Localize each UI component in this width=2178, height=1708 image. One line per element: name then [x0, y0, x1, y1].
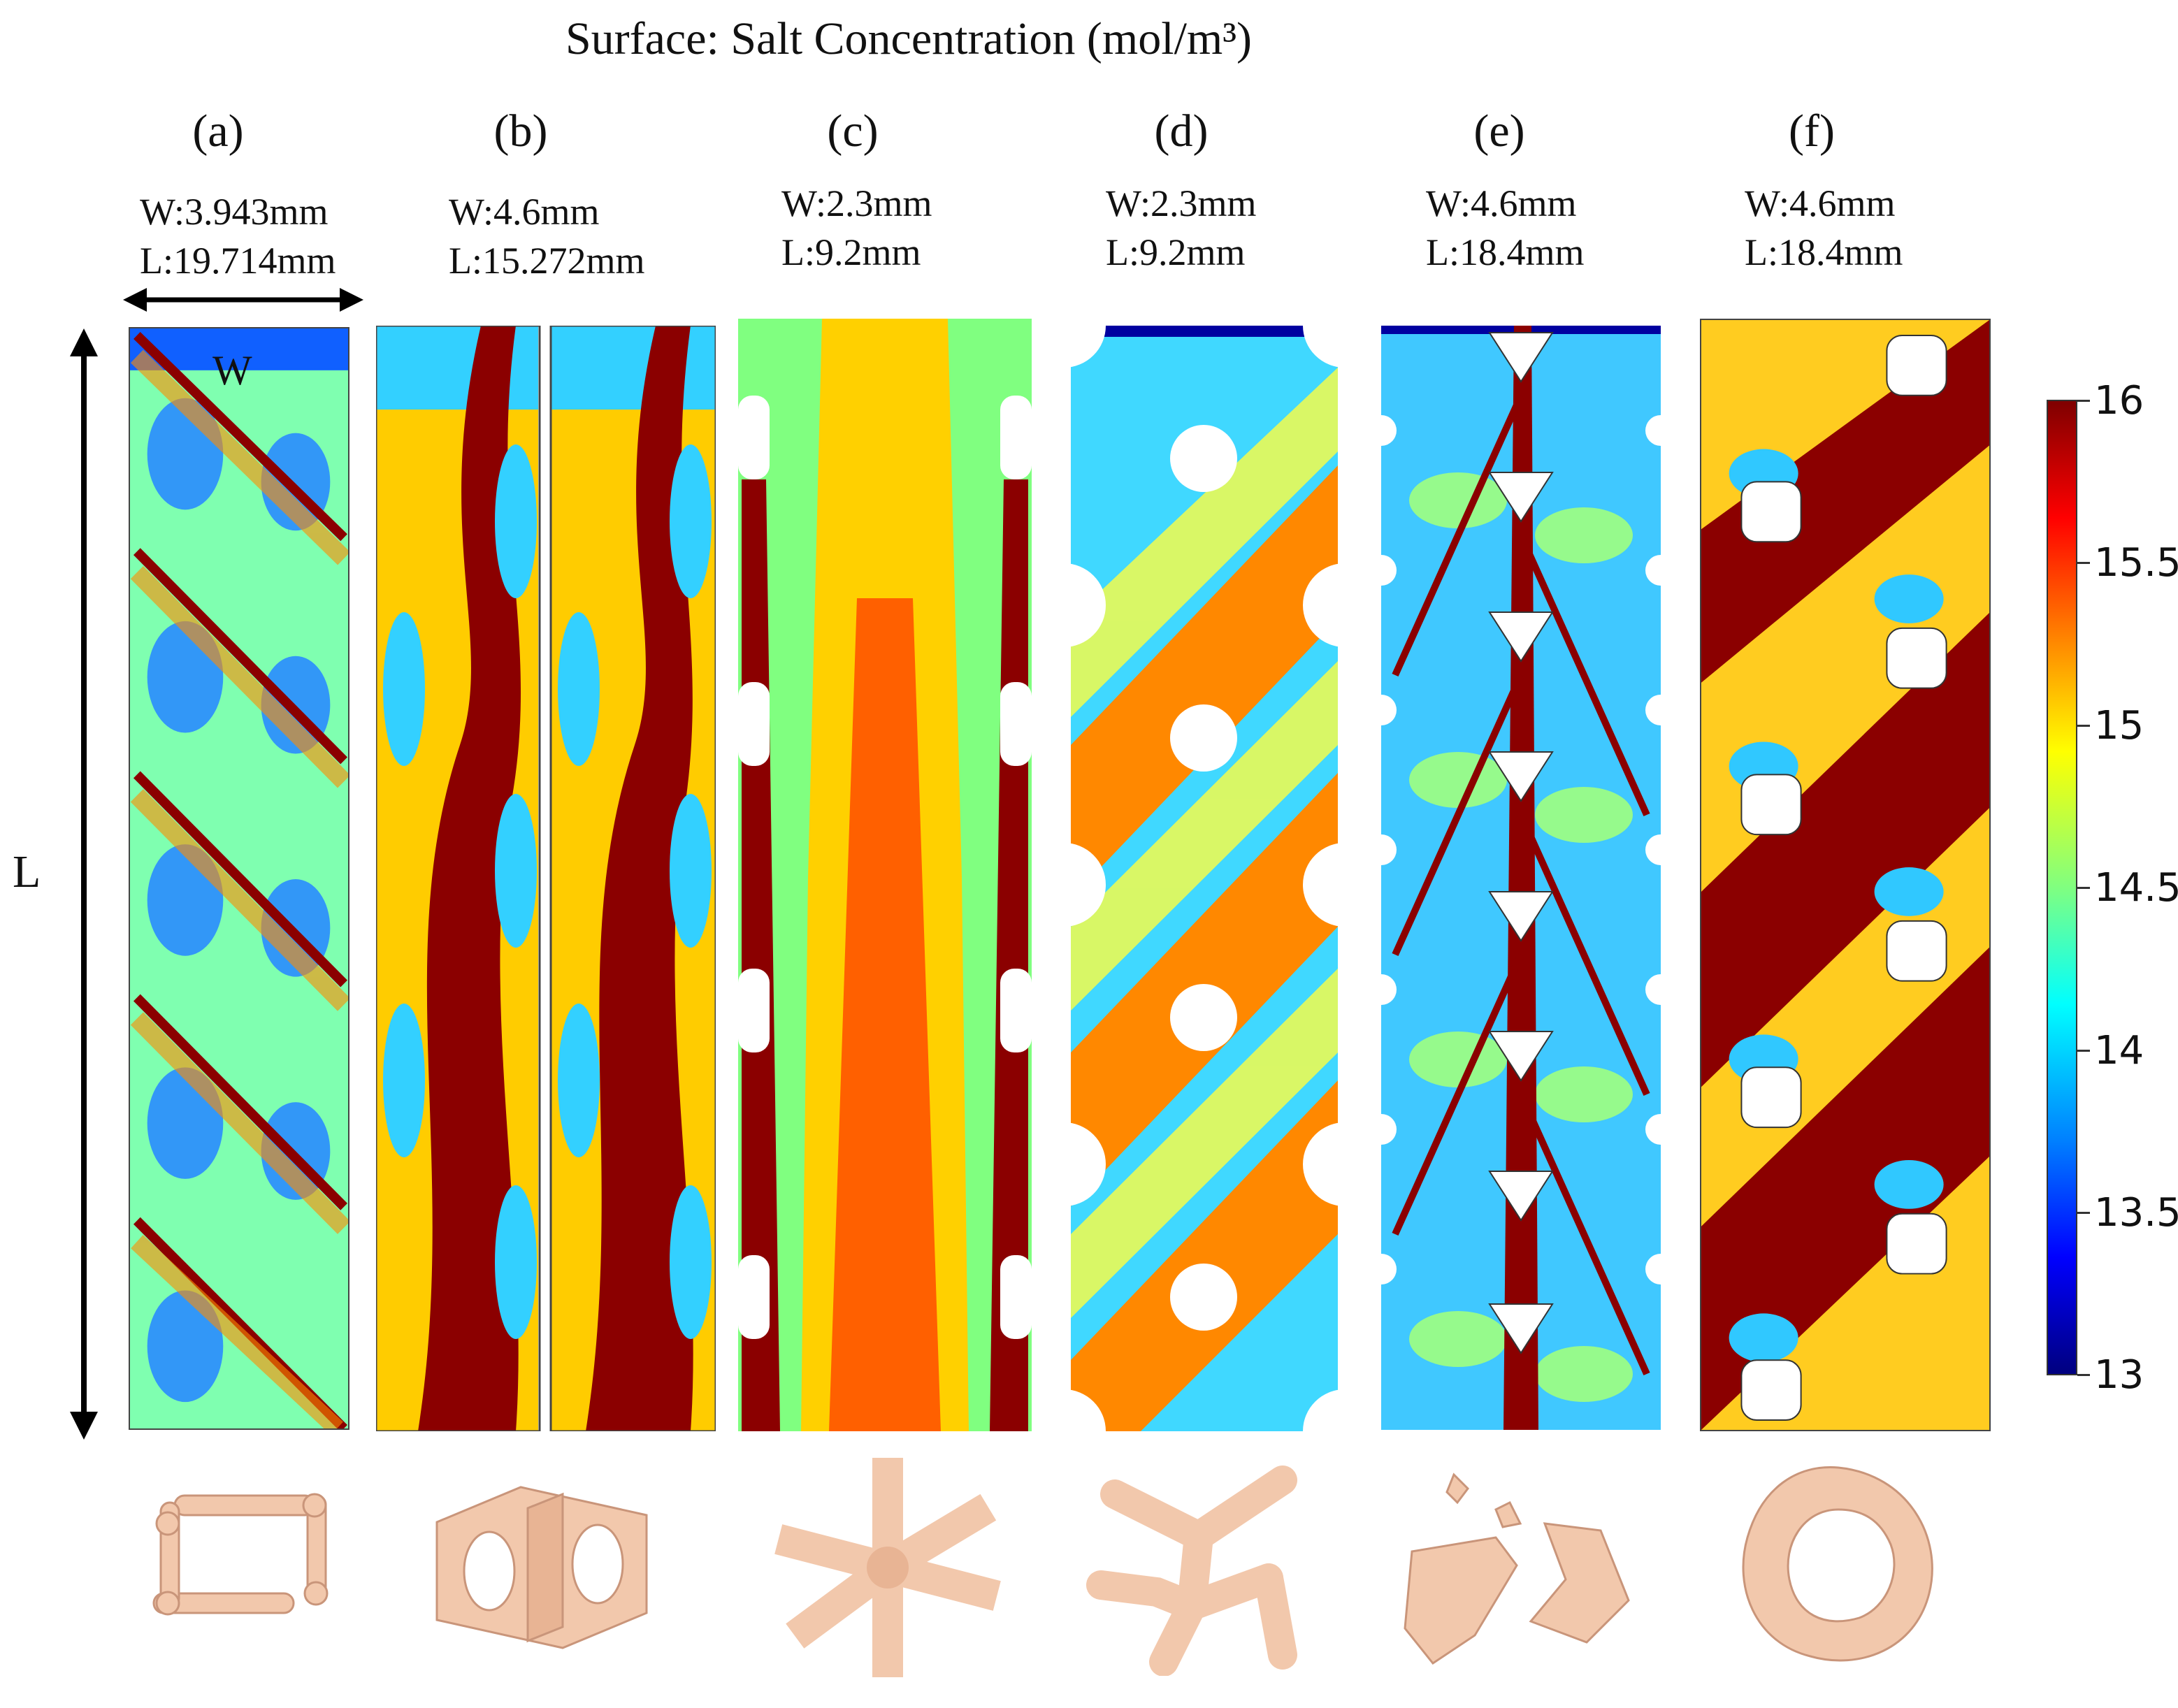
colorbar-tick-label: 14.5	[2094, 865, 2178, 911]
unit-cell-model-f	[1742, 1466, 1933, 1662]
length-arrow	[70, 328, 98, 1440]
colorbar-tick-label: 14	[2094, 1028, 2144, 1073]
dims-b: W:4.6mm L:15.272mm	[449, 187, 645, 285]
width-text-f: W:4.6mm	[1745, 182, 1896, 224]
colorbar-tick	[2077, 562, 2090, 564]
dims-e: W:4.6mm L:18.4mm	[1426, 179, 1585, 277]
field-c	[738, 319, 1032, 1431]
panel-label-c: (c)	[827, 106, 879, 157]
width-text-b: W:4.6mm	[449, 191, 600, 233]
unit-cell-model-c	[774, 1458, 1001, 1677]
length-text-c: L:9.2mm	[781, 231, 921, 273]
colorbar-tick	[2077, 1212, 2090, 1214]
concentration-panel-f	[1700, 319, 1991, 1431]
panel-label-d: (d)	[1154, 106, 1209, 157]
dims-d: W:2.3mm L:9.2mm	[1106, 179, 1256, 277]
colorbar-tick-label: 15.5	[2094, 540, 2178, 586]
length-text-f: L:18.4mm	[1745, 231, 1903, 273]
length-text-d: L:9.2mm	[1106, 231, 1246, 273]
concentration-panel-c	[738, 319, 1032, 1431]
field-d	[1064, 326, 1345, 1431]
panel-label-a: (a)	[192, 106, 244, 157]
length-text-e: L:18.4mm	[1426, 231, 1585, 273]
unit-cell-model-d	[1086, 1465, 1297, 1676]
colorbar-tick-label: 16	[2094, 378, 2144, 424]
concentration-panel-b	[376, 326, 716, 1431]
colorbar-tick-label: 13	[2094, 1352, 2144, 1398]
unit-cell-model-b	[435, 1486, 648, 1649]
concentration-panel-e	[1381, 326, 1661, 1430]
concentration-panel-a	[129, 327, 349, 1430]
field-e	[1381, 326, 1661, 1430]
colorbar-tick	[2077, 887, 2090, 889]
width-symbol: W	[212, 347, 252, 393]
field-f	[1701, 320, 1989, 1430]
field-b	[376, 326, 716, 1431]
colorbar-tick	[2077, 725, 2090, 727]
dims-a: W:3.943mm L:19.714mm	[140, 187, 336, 285]
width-text-a: W:3.943mm	[140, 191, 329, 233]
colorbar	[2047, 400, 2077, 1375]
colorbar-tick	[2077, 400, 2090, 402]
width-text-e: W:4.6mm	[1426, 182, 1577, 224]
dims-c: W:2.3mm L:9.2mm	[781, 179, 932, 277]
unit-cell-model-e	[1404, 1472, 1630, 1665]
unit-cell-model-a	[152, 1493, 329, 1616]
length-text-a: L:19.714mm	[140, 240, 336, 282]
length-text-b: L:15.272mm	[449, 240, 645, 282]
concentration-panel-d	[1064, 326, 1345, 1431]
panel-label-b: (b)	[493, 106, 548, 157]
colorbar-tick	[2077, 1050, 2090, 1052]
colorbar-tick	[2077, 1374, 2090, 1376]
dims-f: W:4.6mm L:18.4mm	[1745, 179, 1903, 277]
colorbar-tick-label: 15	[2094, 703, 2144, 748]
colorbar-tick-label: 13.5	[2094, 1190, 2178, 1236]
width-text-c: W:2.3mm	[781, 182, 932, 224]
field-a	[130, 328, 348, 1428]
length-symbol: L	[13, 846, 41, 897]
figure-title: Surface: Salt Concentration (mol/m³)	[565, 13, 1253, 64]
width-text-d: W:2.3mm	[1106, 182, 1257, 224]
width-arrow	[123, 288, 363, 312]
panel-label-f: (f)	[1789, 106, 1835, 157]
panel-label-e: (e)	[1473, 106, 1525, 157]
